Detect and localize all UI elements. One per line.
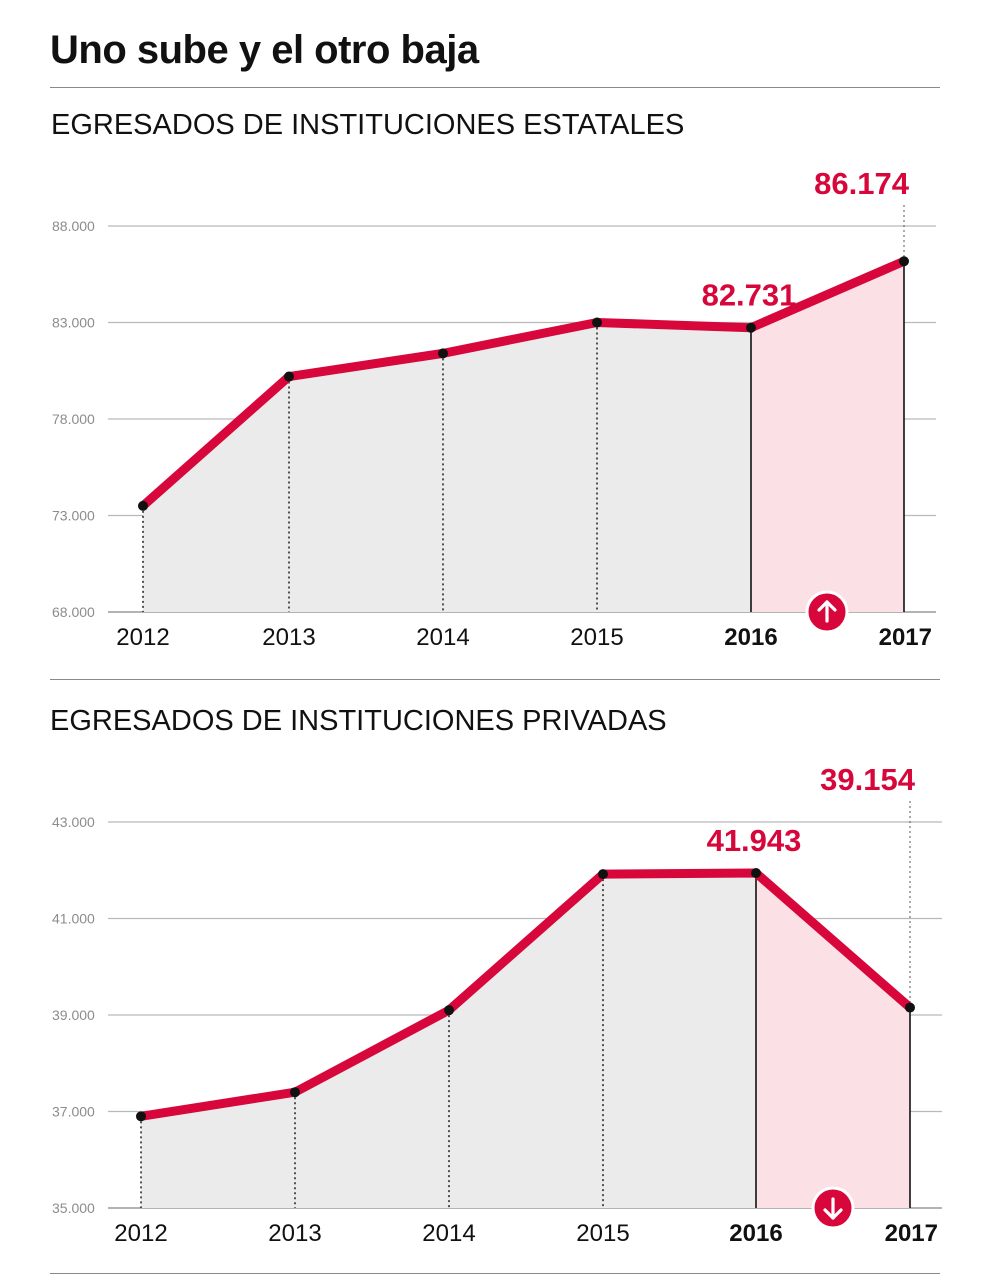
area-past xyxy=(143,322,751,612)
x-tick-label-2012: 2012 xyxy=(116,624,169,651)
chart-estatales: 68.000 73.000 78.000 83.000 88.000 82.731 86.1… xyxy=(52,166,936,651)
data-point-2014 xyxy=(438,348,448,359)
x-tick-label-2017: 2017 xyxy=(885,1220,938,1247)
area-recent xyxy=(751,261,904,612)
data-point-2012 xyxy=(138,500,148,511)
data-point-2015 xyxy=(592,317,602,328)
trend-icon-head xyxy=(817,600,837,612)
data-point-2015 xyxy=(598,869,608,880)
x-tick-label-2016: 2016 xyxy=(729,1220,782,1247)
page-title: Uno sube y el otro baja xyxy=(50,28,479,72)
y-tick-label: 37.000 xyxy=(52,1104,95,1120)
trend-icon-head xyxy=(823,1208,843,1220)
x-tick-label-2013: 2013 xyxy=(262,624,315,651)
series-line xyxy=(138,256,909,511)
y-tick-label: 83.000 xyxy=(52,315,95,331)
data-point-2013 xyxy=(290,1087,300,1098)
bottom-divider xyxy=(50,1273,940,1274)
data-point-2017 xyxy=(905,1002,915,1013)
y-tick-label: 73.000 xyxy=(52,508,95,524)
y-tick-label: 43.000 xyxy=(52,814,95,830)
x-tick-label-2015: 2015 xyxy=(570,624,623,651)
value-callout-2017: 86.174 xyxy=(814,166,910,201)
x-tick-label-2013: 2013 xyxy=(268,1220,321,1247)
series-line xyxy=(136,868,915,1121)
arrow-up-icon xyxy=(805,590,849,634)
y-tick-label: 39.000 xyxy=(52,1007,95,1023)
x-tick-label-2017: 2017 xyxy=(879,624,932,651)
x-tick-label-2012: 2012 xyxy=(114,1220,167,1247)
data-point-2016 xyxy=(746,322,756,333)
x-tick-label-2015: 2015 xyxy=(576,1220,629,1247)
chart-title-privadas: EGRESADOS DE INSTITUCIONES PRIVADAS xyxy=(50,705,667,737)
section-divider xyxy=(50,679,940,680)
y-tick-label: 88.000 xyxy=(52,218,95,234)
title-divider xyxy=(50,87,940,88)
data-point-2014 xyxy=(444,1005,454,1016)
y-tick-label: 68.000 xyxy=(52,604,95,620)
x-tick-label-2016: 2016 xyxy=(724,624,777,651)
chart-title-estatales: EGRESADOS DE INSTITUCIONES ESTATALES xyxy=(51,109,685,141)
arrow-down-icon xyxy=(811,1186,855,1230)
x-tick-label-2014: 2014 xyxy=(422,1220,475,1247)
data-point-2013 xyxy=(284,371,294,382)
data-point-2012 xyxy=(136,1111,146,1122)
value-callout-2017: 39.154 xyxy=(820,762,916,797)
y-tick-label: 78.000 xyxy=(52,411,95,427)
x-tick-label-2014: 2014 xyxy=(416,624,469,651)
value-callout-2016: 41.943 xyxy=(707,823,802,858)
data-point-2016 xyxy=(751,868,761,879)
data-point-2017 xyxy=(899,256,909,267)
area-recent xyxy=(756,873,910,1208)
y-tick-label: 41.000 xyxy=(52,911,95,927)
chart-privadas: 35.000 37.000 39.000 41.000 43.000 41.943 39.1… xyxy=(52,762,942,1247)
value-callout-2016: 82.731 xyxy=(702,278,797,313)
y-tick-label: 35.000 xyxy=(52,1200,95,1216)
